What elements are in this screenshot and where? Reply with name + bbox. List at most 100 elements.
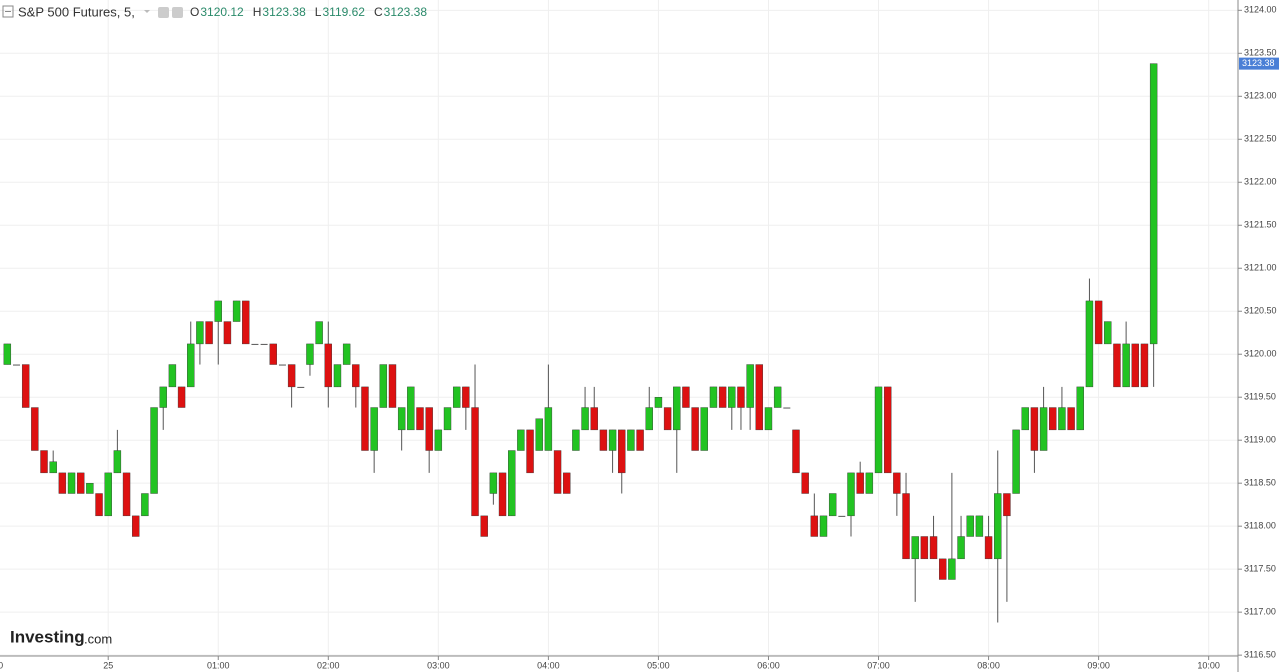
- candle-body: [957, 536, 965, 560]
- candle-body: [480, 515, 488, 537]
- candle-body: [1021, 407, 1029, 431]
- candle-body: [883, 386, 892, 474]
- dropdown-arrow[interactable]: [144, 10, 150, 13]
- y-tick-label: 3123.00: [1244, 91, 1277, 101]
- candle-body: [1085, 300, 1094, 388]
- candle-body: [397, 407, 406, 431]
- candle-body: [196, 321, 204, 345]
- ohlc-label: C: [374, 5, 383, 19]
- candle-body: [819, 515, 828, 537]
- y-tick-label: 3121.00: [1244, 263, 1277, 273]
- candle-body: [755, 364, 764, 431]
- candle-body: [673, 386, 681, 431]
- candle-body: [489, 472, 498, 494]
- candle-body: [627, 429, 635, 451]
- candle-body: [269, 343, 277, 365]
- watermark-suffix: .com: [84, 631, 112, 646]
- candle-body: [618, 429, 626, 474]
- candle-body: [113, 450, 122, 474]
- candle-body: [49, 461, 57, 474]
- ohlc-values: O 3120.12 H 3123.38 L 3119.62 C 3123.38: [190, 5, 427, 19]
- candle-body: [104, 472, 112, 517]
- y-tick-label: 3120.00: [1244, 349, 1277, 359]
- candle-body: [76, 472, 85, 494]
- candle-body: [1122, 343, 1130, 388]
- candle-body: [13, 364, 21, 366]
- ohlc-value: 3123.38: [384, 5, 428, 19]
- candle-body: [260, 343, 268, 345]
- candle-body: [1067, 407, 1075, 431]
- watermark-brand: Investing: [10, 627, 85, 646]
- candle-body: [31, 407, 39, 451]
- candle-body: [773, 386, 782, 408]
- candle-body: [388, 364, 397, 408]
- candle-body: [214, 300, 222, 322]
- candle-body: [636, 429, 644, 451]
- candle-body: [572, 429, 580, 451]
- settings-icon[interactable]: [158, 7, 169, 18]
- candle-body: [1113, 343, 1121, 388]
- candle-body: [1049, 407, 1057, 431]
- ohlc-label: O: [190, 5, 199, 19]
- candle-body: [847, 472, 855, 517]
- close-icon[interactable]: [172, 7, 183, 18]
- candle-body: [205, 321, 213, 345]
- candle-body: [709, 386, 718, 408]
- collapse-icon[interactable]: [2, 5, 14, 18]
- candle-body: [728, 386, 736, 408]
- candle-body: [526, 429, 534, 474]
- candle-body: [251, 343, 259, 345]
- candle-body: [517, 429, 525, 451]
- candle-body: [315, 321, 323, 345]
- candle-body: [1076, 386, 1084, 431]
- candle-body: [553, 450, 562, 494]
- candle-body: [663, 407, 672, 431]
- candle-body: [342, 343, 351, 365]
- header: S&P 500 Futures, 5, O 3120.12 H 3123.38 L 311…: [2, 4, 427, 19]
- candle-body: [801, 472, 809, 494]
- ohlc-value: 3119.62: [322, 5, 365, 19]
- candle-body: [608, 429, 617, 451]
- candle-body: [1058, 407, 1066, 431]
- x-tick-label: 01:00: [207, 660, 230, 670]
- candle-body: [1104, 321, 1112, 345]
- candle-body: [966, 515, 974, 537]
- last-price-box: [1239, 57, 1279, 70]
- candle-body: [929, 536, 938, 560]
- candle-body: [425, 407, 433, 451]
- candle-body: [920, 536, 929, 560]
- candle-body: [856, 472, 864, 494]
- candle-body: [975, 515, 984, 537]
- candle-body: [874, 386, 883, 474]
- candle-body: [691, 407, 699, 451]
- candle-body: [379, 364, 388, 408]
- candle-body: [278, 364, 286, 366]
- candle-body: [434, 429, 443, 451]
- candle-body: [150, 407, 158, 494]
- candle-body: [590, 407, 598, 431]
- candle-body: [187, 343, 195, 388]
- candle-body: [86, 482, 94, 494]
- x-tick-label: 06:00: [757, 660, 780, 670]
- ohlc-value: 3123.38: [262, 5, 306, 19]
- candle-body: [159, 386, 167, 408]
- candle-body: [141, 493, 149, 517]
- candle-body: [471, 407, 479, 517]
- candle-body: [361, 386, 369, 451]
- y-tick-label: 3119.50: [1244, 392, 1276, 402]
- candle-body: [654, 397, 663, 408]
- x-tick-label: 05:00: [647, 660, 670, 670]
- candle-body: [865, 472, 874, 494]
- y-tick-label: 3120.50: [1244, 306, 1277, 316]
- candle-body: [902, 493, 910, 560]
- candle-body: [287, 364, 296, 388]
- x-tick-label: 03:00: [427, 660, 450, 670]
- candle-body: [737, 386, 745, 408]
- candle-body: [718, 386, 727, 408]
- candle-body: [645, 407, 653, 431]
- candle-body: [297, 386, 305, 388]
- candle-body: [764, 407, 773, 431]
- y-tick-label: 3122.50: [1244, 134, 1277, 144]
- candle-body: [893, 472, 901, 494]
